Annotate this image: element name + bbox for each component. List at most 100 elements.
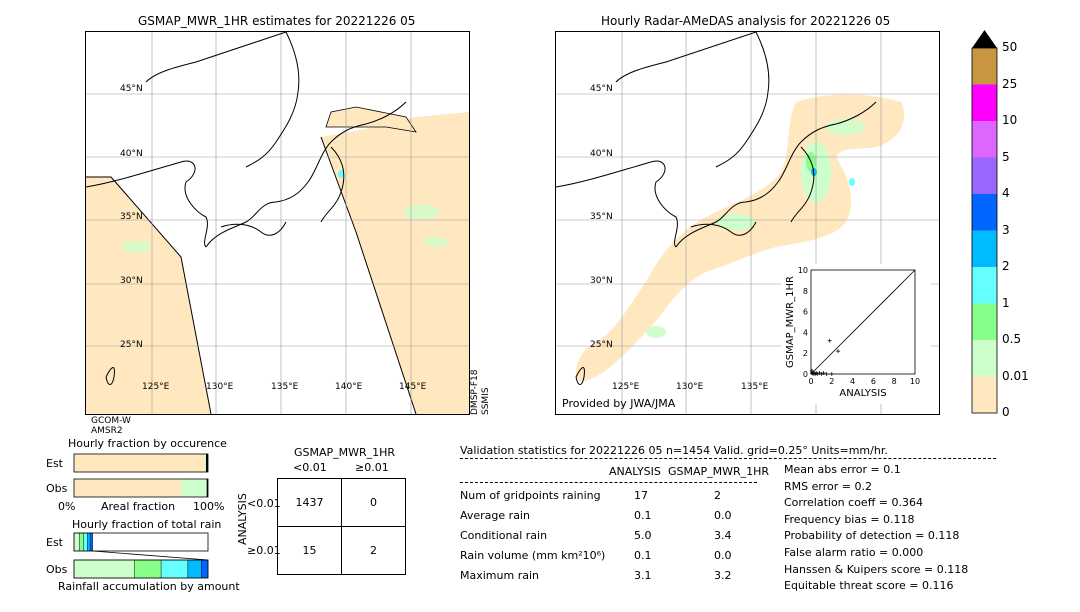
contingency-col-lt: <0.01 bbox=[293, 461, 327, 474]
colorbar-label-3: 5 bbox=[1002, 149, 1010, 164]
colorbar-segment bbox=[972, 376, 997, 413]
occurrence-bar-1-1 bbox=[181, 479, 207, 497]
stat-label-1: Average rain bbox=[460, 509, 530, 522]
stat-label-3: Rain volume (mm km²10⁶) bbox=[460, 549, 606, 562]
colorbar-label-10: 0 bbox=[1002, 405, 1010, 419]
left-swath-east bbox=[321, 112, 469, 414]
right-lat-30: 30°N bbox=[590, 276, 613, 286]
right-map: 45°N 40°N 35°N 30°N 25°N 125°E 130°E 135… bbox=[555, 31, 940, 415]
contingency-table: 1437 0 15 2 bbox=[277, 478, 406, 575]
left-sat-line2: AMSR2 bbox=[91, 426, 123, 436]
colorbar-segment bbox=[972, 48, 997, 85]
left-map: 45°N 40°N 35°N 30°N 25°N 125°E 130°E 135… bbox=[85, 31, 470, 415]
scatter-ytick-0: 0 bbox=[803, 370, 808, 379]
right-map-coastline bbox=[556, 32, 877, 385]
left-lat-25: 25°N bbox=[120, 340, 143, 350]
total-bar-0-0 bbox=[73, 532, 80, 552]
occurrence-cat-0: Est bbox=[46, 457, 64, 470]
total-bar-1-3 bbox=[187, 559, 202, 579]
colorbar-label-1: 25 bbox=[1002, 76, 1018, 91]
total-rain-xlabel: Rainfall accumulation by amount bbox=[58, 580, 240, 593]
occurrence-cat-1: Obs bbox=[46, 482, 68, 495]
left-sat-line1: GCOM-W bbox=[91, 416, 131, 426]
left-lat-40: 40°N bbox=[120, 149, 143, 159]
scatter-ytick-4: 8 bbox=[803, 287, 808, 296]
scatter-point-8 bbox=[821, 370, 826, 375]
scatter-point-12 bbox=[836, 349, 841, 354]
total-cat-0: Est bbox=[46, 536, 64, 549]
contingency-row-lt: <0.01 bbox=[247, 497, 281, 510]
colorbar-segment bbox=[972, 340, 997, 377]
score-0: Mean abs error = 0.1 bbox=[784, 463, 901, 476]
cell-miss: 15 bbox=[277, 526, 342, 575]
left-map-grid bbox=[86, 32, 469, 414]
total-rain-chart: Est Obs bbox=[46, 532, 209, 579]
right-lat-25: 25°N bbox=[590, 340, 613, 350]
scatter-ylabel: GSMAP_MWR_1HR bbox=[785, 276, 796, 368]
contingency-row-ge: ≥0.01 bbox=[247, 544, 281, 557]
occurrence-tick-100: 100% bbox=[193, 500, 225, 513]
right-map-title: Hourly Radar-AMeDAS analysis for 2022122… bbox=[601, 14, 891, 28]
colorbar-segment bbox=[972, 267, 997, 304]
colorbar-segment bbox=[972, 230, 997, 267]
left-lat-35: 35°N bbox=[120, 212, 143, 222]
scatter-point-11 bbox=[827, 338, 832, 343]
left-lon-145: 145°E bbox=[399, 382, 427, 392]
scatter-ytick-2: 4 bbox=[803, 328, 808, 337]
total-bar-1-0 bbox=[73, 559, 135, 579]
stat-analysis-0: 17 bbox=[634, 489, 648, 502]
total-bar-1-1 bbox=[134, 559, 162, 579]
right-sat-line1: DMSP-F18 bbox=[470, 369, 480, 415]
occurrence-xlabel: Areal fraction bbox=[101, 500, 176, 513]
scatter-xtick-0: 0 bbox=[808, 377, 813, 386]
stat-analysis-4: 3.1 bbox=[634, 569, 652, 582]
score-7: Equitable threat score = 0.116 bbox=[784, 579, 954, 593]
left-map-canvas bbox=[86, 32, 469, 414]
left-lat-45: 45°N bbox=[120, 84, 143, 94]
scatter-xtick-5: 10 bbox=[910, 377, 920, 386]
score-6: Hanssen & Kuipers score = 0.118 bbox=[784, 562, 969, 576]
stat-analysis-3: 0.1 bbox=[634, 549, 652, 562]
scatter-xtick-3: 6 bbox=[871, 377, 876, 386]
stat-gsmap-0: 2 bbox=[714, 489, 721, 502]
left-lon-125: 125°E bbox=[142, 382, 170, 392]
colorbar-over-arrow bbox=[972, 30, 997, 48]
occurrence-chart: Est Obs bbox=[46, 453, 209, 498]
right-lat-40: 40°N bbox=[590, 149, 613, 159]
scatter-ytick-3: 6 bbox=[803, 308, 808, 317]
scatter-inset: 0 2 4 6 8 10 0 2 4 6 8 10 ANALYSIS GSMAP_MWR_1HR bbox=[781, 264, 931, 404]
score-2: Correlation coeff = 0.364 bbox=[784, 496, 923, 510]
total-cat-1: Obs bbox=[46, 563, 68, 576]
scatter-xlabel: ANALYSIS bbox=[839, 388, 886, 399]
colorbar-segment bbox=[972, 121, 997, 158]
total-bar-0-1 bbox=[79, 532, 84, 552]
colorbar-label-9: 0.01 bbox=[1002, 368, 1029, 383]
validation-header: Validation statistics for 20221226 05 n=… bbox=[460, 444, 888, 457]
colorbar-label-0: 50 bbox=[1002, 40, 1018, 54]
scatter-point-5 bbox=[815, 372, 820, 376]
cell-hit: 2 bbox=[341, 526, 406, 575]
left-lat-30: 30°N bbox=[120, 276, 143, 286]
right-sat-line2: SSMIS bbox=[481, 387, 491, 415]
scatter-xtick-4: 8 bbox=[892, 377, 897, 386]
stat-analysis-1: 0.1 bbox=[634, 509, 652, 522]
total-rain-title: Hourly fraction of total rain bbox=[72, 518, 222, 531]
score-5: False alarm ratio = 0.000 bbox=[784, 546, 924, 559]
left-lon-135: 135°E bbox=[271, 382, 299, 392]
colorbar-segment bbox=[972, 84, 997, 121]
scatter-ytick-5: 10 bbox=[798, 266, 808, 275]
scatter-point-9 bbox=[824, 372, 829, 376]
right-lat-35: 35°N bbox=[590, 212, 613, 222]
colorbar-label-4: 4 bbox=[1002, 186, 1010, 200]
left-map-coastline bbox=[86, 32, 407, 385]
right-lon-130: 130°E bbox=[676, 382, 704, 392]
contingency-title: GSMAP_MWR_1HR bbox=[294, 446, 396, 459]
occurrence-bar-0-0 bbox=[74, 454, 205, 472]
stat-gsmap-4: 3.2 bbox=[714, 569, 732, 582]
scatter-diagonal bbox=[810, 269, 916, 375]
colorbar-label-5: 3 bbox=[1002, 222, 1010, 237]
total-bar-0-2 bbox=[83, 532, 88, 552]
occurrence-bar-0-1 bbox=[204, 454, 206, 472]
cell-false-alarm: 0 bbox=[341, 478, 406, 527]
occurrence-bar-1-0 bbox=[74, 479, 182, 497]
